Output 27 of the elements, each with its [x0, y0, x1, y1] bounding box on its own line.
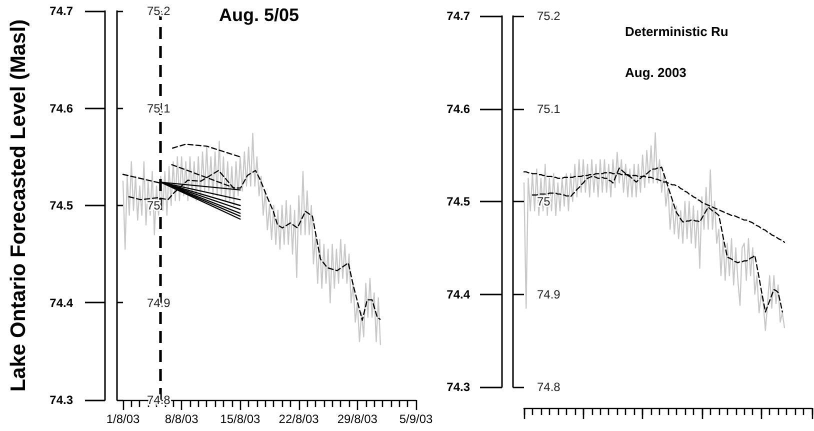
x-tick-label: 15/8/03: [220, 412, 261, 426]
y-tick-label: 74.6: [446, 102, 470, 116]
y-tick-label: 74.7: [446, 9, 470, 23]
y2-tick-label: 75: [537, 194, 551, 208]
y-tick-label: 74.4: [50, 296, 74, 310]
y-tick-label: 74.5: [446, 194, 470, 208]
y2-tick-label: 75.2: [537, 9, 561, 23]
chart-title: Aug. 5/05: [219, 5, 300, 25]
y2-tick-label: 75.1: [537, 102, 561, 116]
y2-tick-label: 74.9: [537, 287, 561, 302]
y2-tick-label: 75.2: [147, 4, 171, 18]
y2-tick-label: 74.8: [537, 380, 561, 394]
x-tick-label: 1/8/03: [106, 412, 140, 426]
x-tick-label: 8/8/03: [164, 412, 199, 426]
y-tick-label: 74.4: [446, 287, 470, 302]
y-tick-label: 74.3: [446, 380, 470, 394]
y-axis-title: Lake Ontario Forecasted Level (Masl): [7, 19, 30, 392]
y2-tick-label: 74.9: [147, 296, 171, 310]
text: Deterministic Ru: [625, 24, 728, 39]
y-tick-label: 74.3: [50, 393, 74, 407]
text: Aug. 2003: [625, 65, 686, 80]
x-tick-label: 22/8/03: [278, 412, 320, 426]
y-tick-label: 74.7: [50, 4, 74, 18]
x-tick-label: 5/9/03: [399, 412, 433, 426]
y-tick-label: 74.6: [50, 101, 74, 116]
y-tick-label: 74.5: [50, 198, 74, 212]
x-tick-label: 29/8/03: [337, 412, 378, 426]
